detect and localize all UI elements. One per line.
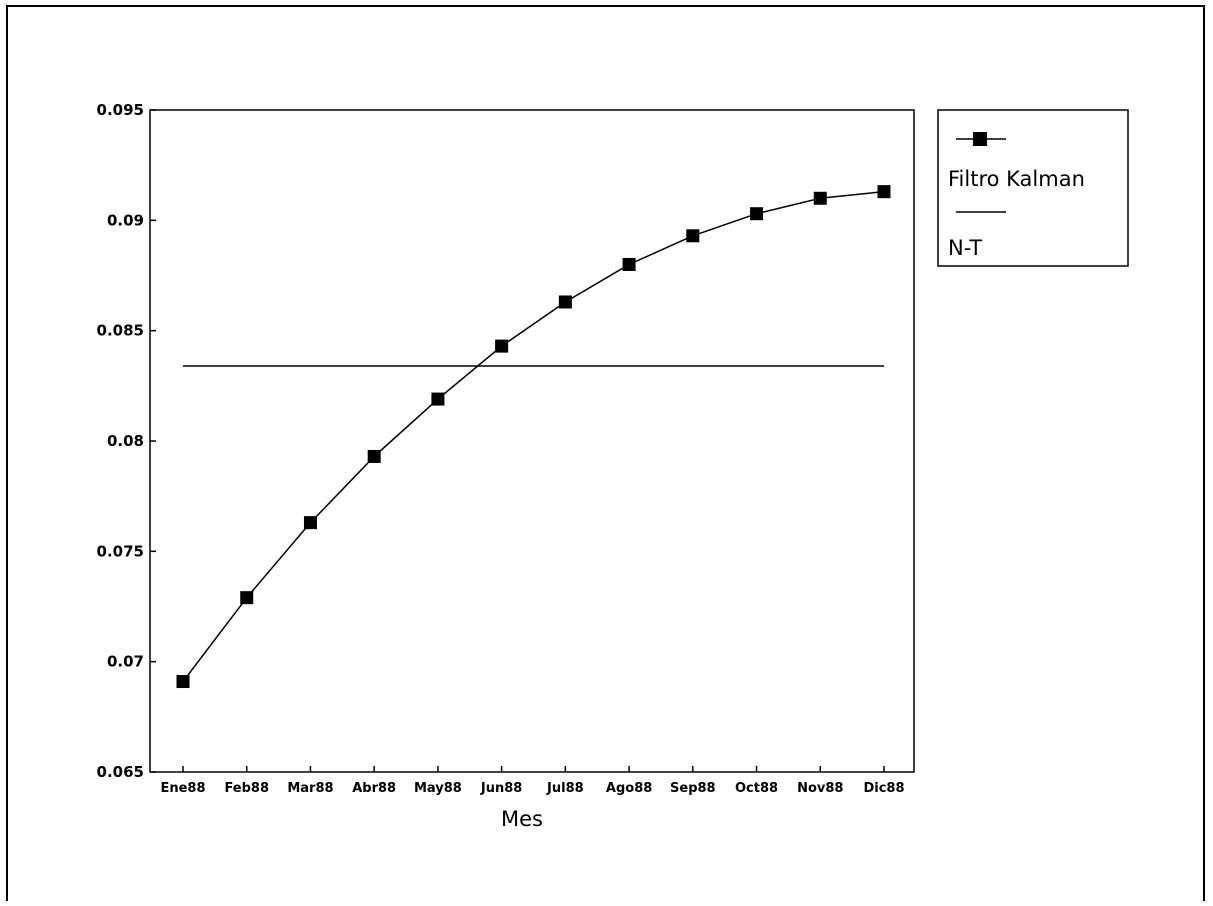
x-tick-label: Oct88 — [735, 781, 778, 796]
data-point-filtro-kalman — [431, 392, 445, 406]
data-point-filtro-kalman — [176, 675, 190, 689]
chart-frame — [6, 5, 1205, 901]
legend-box — [937, 109, 1129, 267]
legend-marker-filtro-kalman — [956, 132, 1006, 146]
x-tick-label: May88 — [414, 781, 462, 796]
x-tick-label: Abr88 — [352, 781, 396, 796]
x-tick-label: Ago88 — [606, 781, 652, 796]
x-axis-title: Mes — [501, 807, 543, 831]
legend-label-filtro-kalman: Filtro Kalman — [948, 167, 1085, 191]
data-point-filtro-kalman — [303, 516, 317, 530]
data-point-filtro-kalman — [750, 207, 764, 221]
y-tick-label: 0.08 — [107, 432, 144, 450]
series-line-filtro-kalman — [182, 190, 885, 682]
y-tick-label: 0.085 — [97, 322, 144, 340]
data-point-filtro-kalman — [495, 339, 509, 353]
y-tick-label: 0.09 — [107, 211, 144, 229]
data-point-filtro-kalman — [877, 185, 891, 199]
data-point-filtro-kalman — [622, 257, 636, 271]
x-tick-label: Ene88 — [160, 781, 205, 796]
legend: Filtro Kalman N-T — [937, 109, 1129, 267]
x-tick-label: Feb88 — [224, 781, 269, 796]
y-tick-label: 0.07 — [107, 653, 144, 671]
x-tick-label: Jun88 — [480, 781, 522, 796]
x-tick-label: Dic88 — [863, 781, 904, 796]
plot-area — [149, 109, 915, 773]
x-tick-label: Nov88 — [797, 781, 843, 796]
series-layer — [176, 185, 891, 689]
x-tick-label: Mar88 — [287, 781, 333, 796]
x-tick-label: Jul88 — [546, 781, 584, 796]
x-tick-label: Sep88 — [670, 781, 716, 796]
data-point-filtro-kalman — [240, 591, 254, 605]
data-point-filtro-kalman — [686, 229, 700, 243]
y-tick-label: 0.065 — [97, 763, 144, 781]
y-tick-label: 0.075 — [97, 542, 144, 560]
y-axis: 0.065 0.07 0.075 0.08 0.085 0.09 0.095 — [97, 101, 156, 781]
data-point-filtro-kalman — [367, 449, 381, 463]
data-point-filtro-kalman — [558, 295, 572, 309]
x-axis: Ene88 Feb88 Mar88 Abr88 May88 Jun88 Jul88 Ago88… — [160, 766, 905, 796]
legend-label-n-t: N-T — [948, 236, 982, 260]
y-tick-label: 0.095 — [97, 101, 144, 119]
data-point-filtro-kalman — [813, 191, 827, 205]
